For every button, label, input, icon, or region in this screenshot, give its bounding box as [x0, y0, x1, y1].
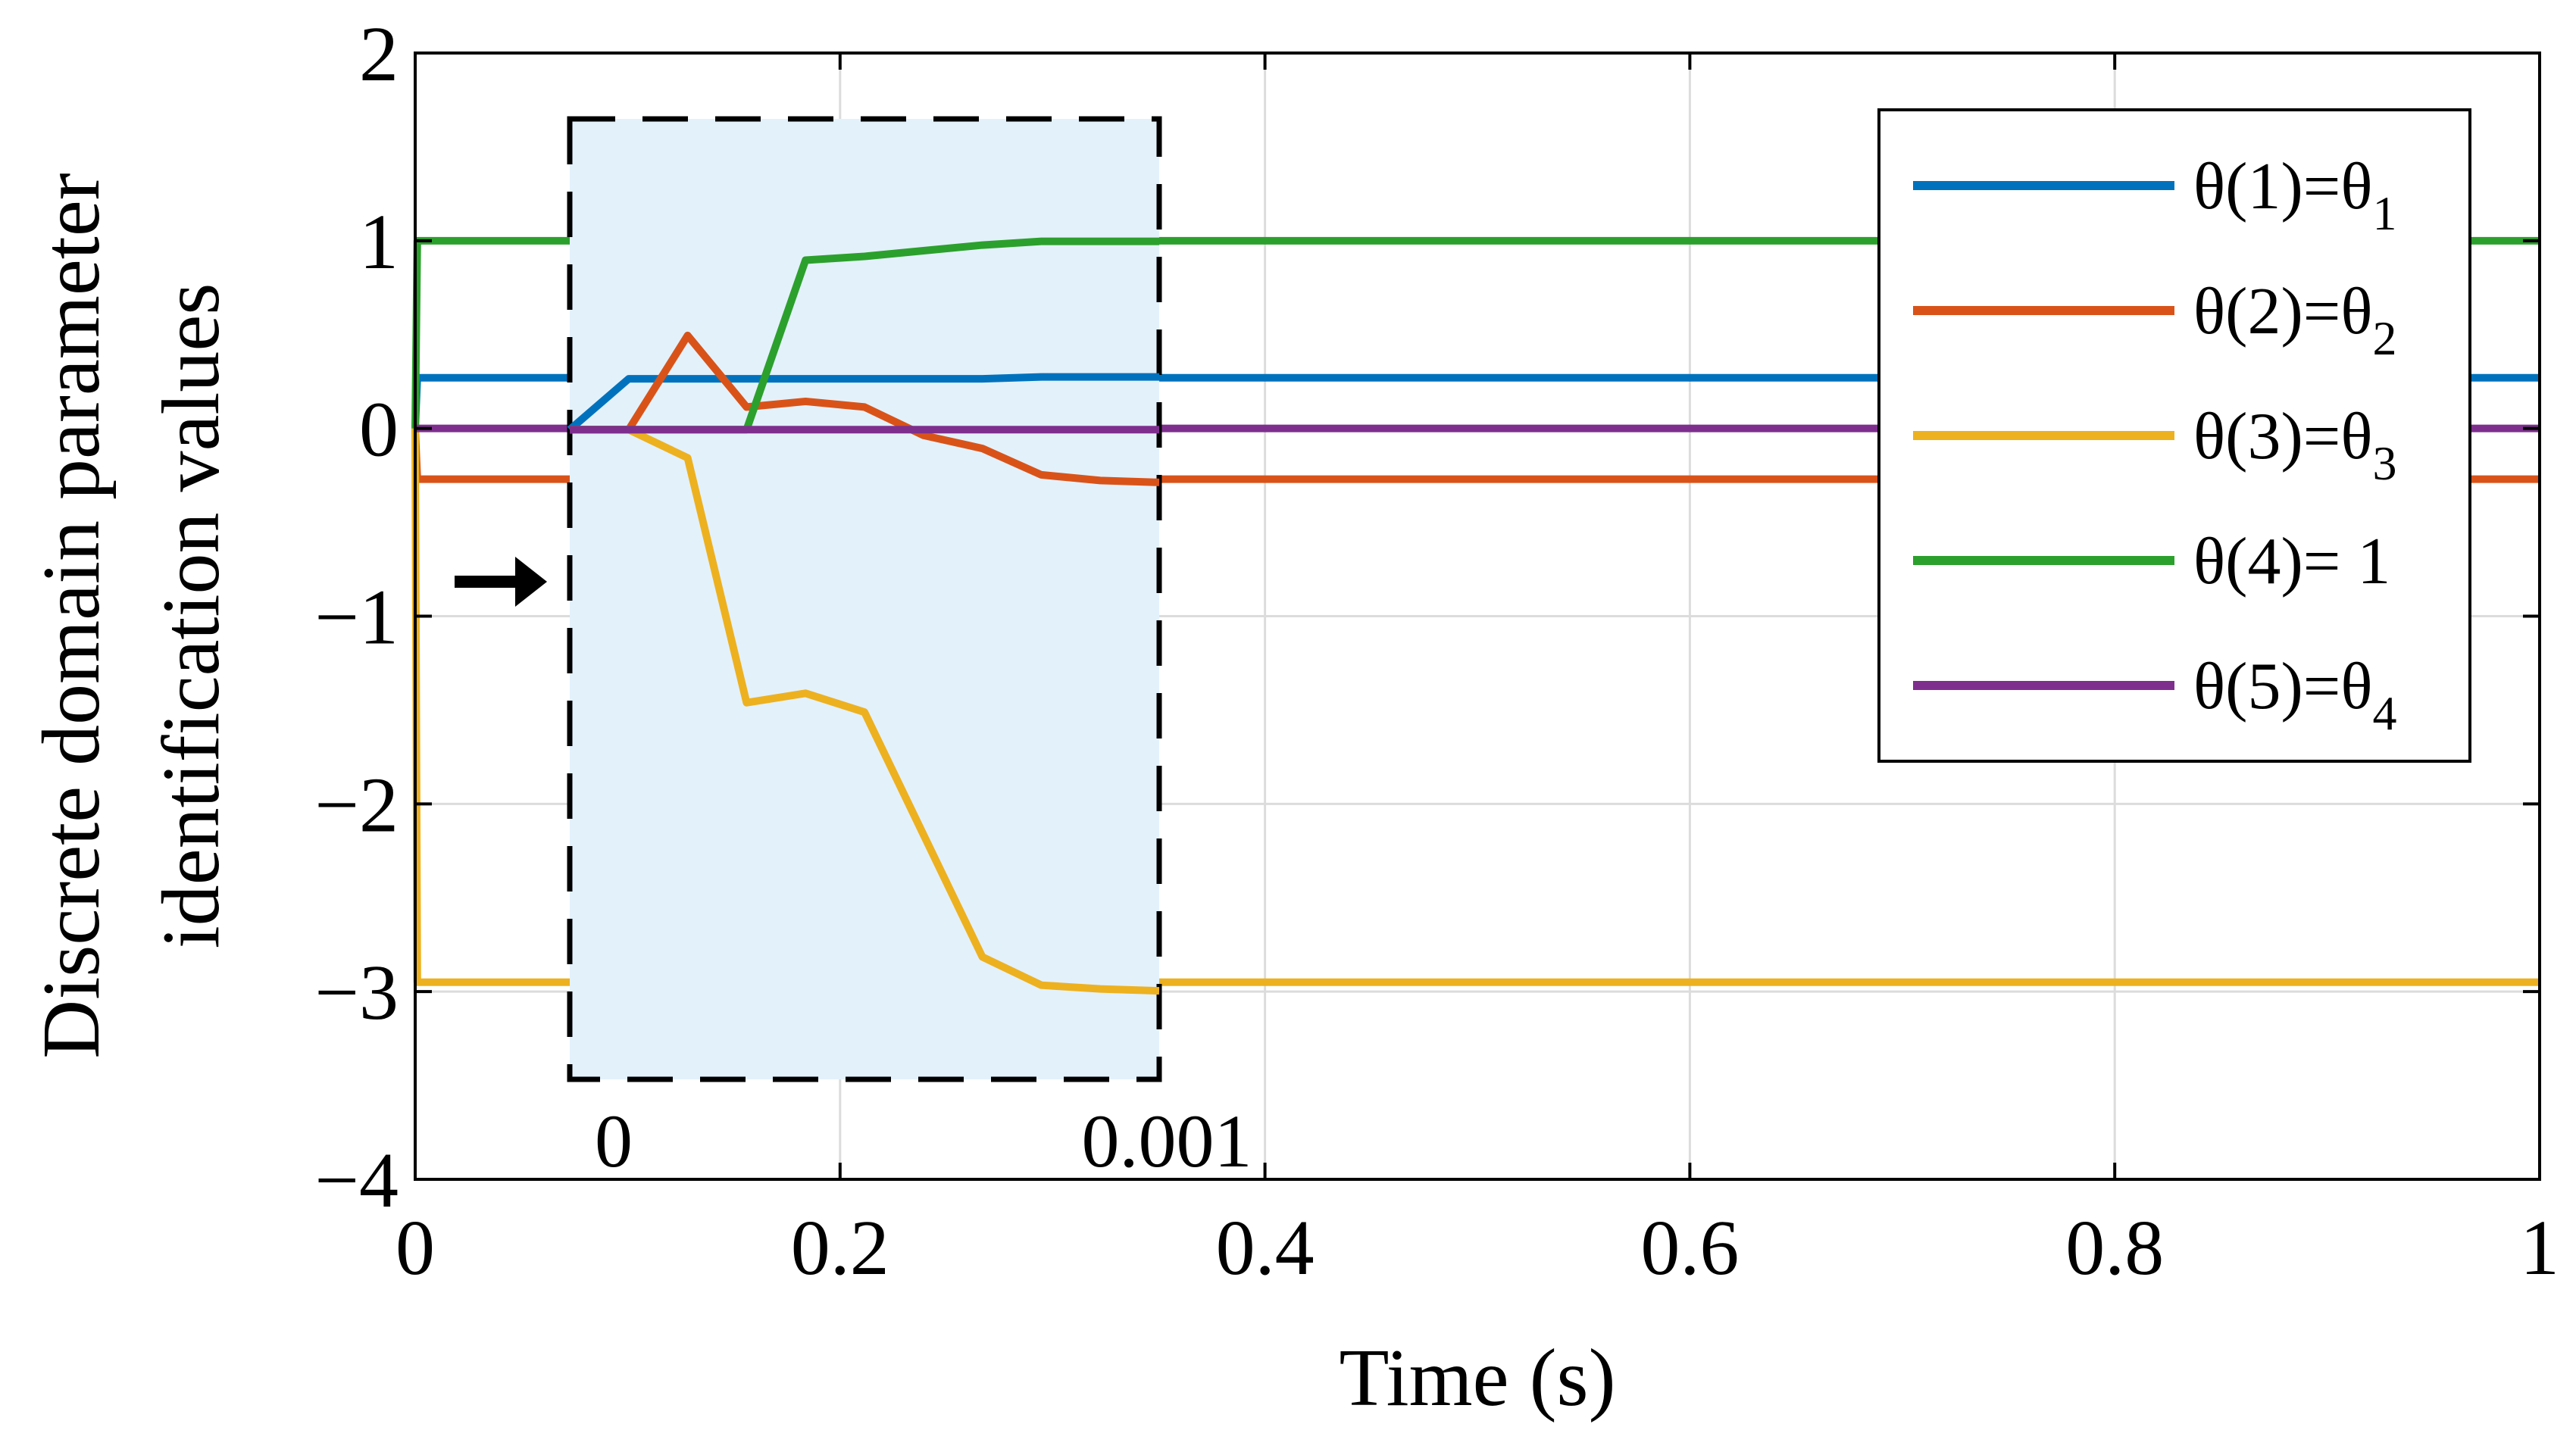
zoom-inset: 0 0.001: [567, 116, 1252, 1183]
x-axis-label: Time (s): [1339, 1333, 1615, 1423]
inset-series: [567, 237, 1160, 995]
legend: θ(1)=θ1 θ(2)=θ2 θ(3)=θ3 θ(4)= 1 θ(5)=θ4: [1877, 108, 2471, 763]
legend-entry-2: θ(2)=θ2: [1913, 275, 2397, 365]
legend-label: θ(2)=θ2: [2193, 275, 2397, 365]
legend-entry-1: θ(1)=θ1: [1913, 150, 2397, 240]
x-tick-label: 0: [395, 1204, 435, 1291]
y-axis-label-line-2: identification values: [146, 283, 236, 949]
x-tick-label: 0.2: [791, 1204, 889, 1291]
y-tick-label: 0: [359, 386, 399, 473]
x-tick-label: 0.4: [1216, 1204, 1315, 1291]
x-axis-ticks: 0 0.2 0.4 0.6 0.8 1: [395, 53, 2559, 1291]
y-axis-ticks: 2 1 0 −1 −2 −3 −4: [314, 11, 2540, 1224]
y-tick-label: −1: [314, 574, 399, 661]
x-tick-label: 0.8: [2065, 1204, 2164, 1291]
y-tick-label: −3: [314, 949, 399, 1036]
inset-x-label-end: 0.001: [1082, 1099, 1252, 1183]
inset-series-line-2: [570, 331, 1160, 486]
inset-series-line-3: [570, 426, 1160, 995]
y-tick-label: −4: [314, 1137, 399, 1224]
y-axis-label: Discrete domain parameter identification…: [27, 173, 236, 1058]
legend-label: θ(5)=θ4: [2193, 650, 2397, 740]
inset-series-line-1: [567, 373, 1159, 433]
legend-entry-5: θ(5)=θ4: [1913, 650, 2397, 740]
inset-x-label-start: 0: [595, 1099, 633, 1183]
legend-label: θ(4)= 1: [2193, 525, 2390, 598]
y-tick-label: 1: [359, 198, 399, 286]
y-tick-label: 2: [359, 11, 399, 98]
x-tick-label: 1: [2520, 1204, 2559, 1291]
y-axis-label-line-1: Discrete domain parameter: [27, 173, 117, 1058]
y-tick-label: −2: [314, 761, 399, 848]
legend-entry-4: θ(4)= 1: [1913, 525, 2390, 598]
inset-box: [567, 116, 1162, 1082]
legend-label: θ(1)=θ1: [2193, 150, 2397, 240]
legend-entry-3: θ(3)=θ3: [1913, 400, 2397, 490]
arrow-right-icon: [455, 557, 547, 607]
x-tick-label: 0.6: [1640, 1204, 1739, 1291]
legend-label: θ(3)=θ3: [2193, 400, 2397, 490]
